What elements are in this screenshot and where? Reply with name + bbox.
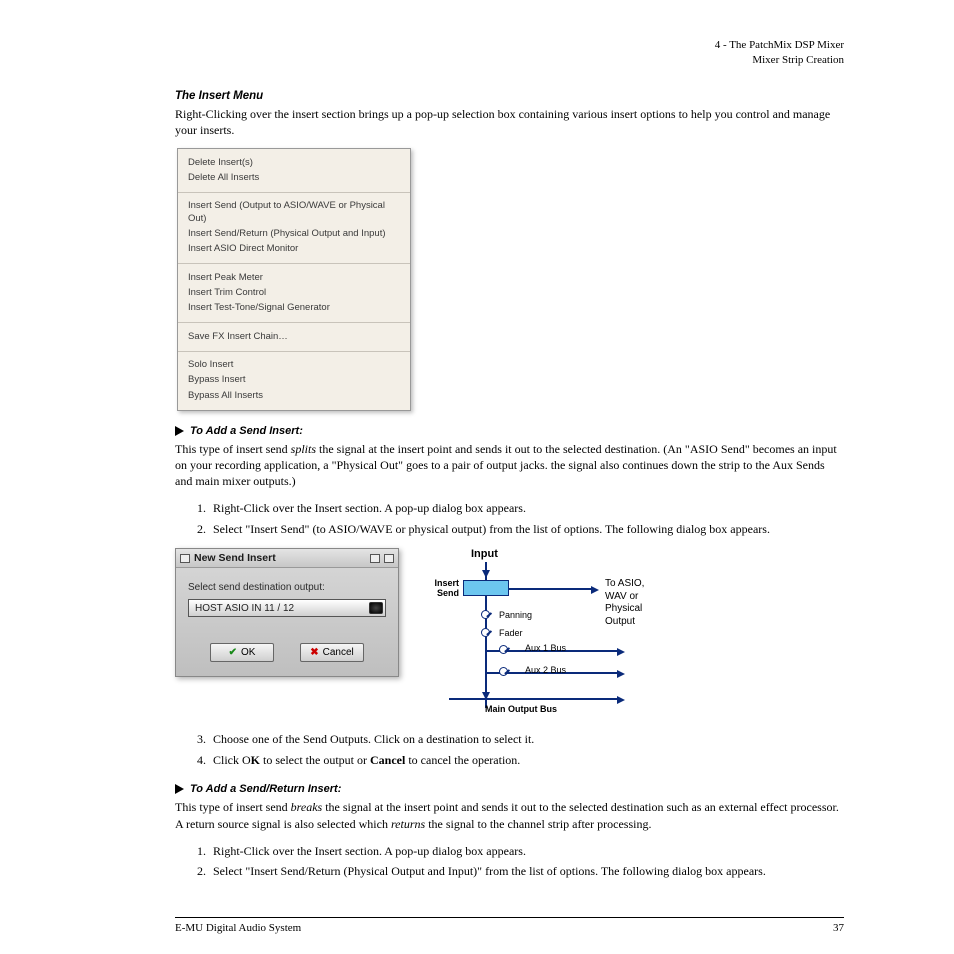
- subhead-add-send: To Add a Send Insert:: [175, 425, 844, 437]
- header-line-1: 4 - The PatchMix DSP Mixer: [175, 38, 844, 53]
- help-icon[interactable]: [370, 554, 380, 563]
- label-aux2: Aux 2 Bus: [525, 665, 566, 675]
- intro-text: Right-Clicking over the insert section b…: [175, 106, 844, 138]
- select-label: Select send destination output:: [188, 582, 386, 593]
- close-icon[interactable]: [384, 554, 394, 563]
- button-row: ✔OK ✖Cancel: [188, 643, 386, 662]
- step-item: Click OK to select the output or Cancel …: [209, 751, 844, 770]
- context-menu-item[interactable]: Bypass Insert: [188, 373, 400, 388]
- step-item: Right-Click over the Insert section. A p…: [209, 499, 844, 518]
- sub1-paragraph: This type of insert send splits the sign…: [175, 441, 844, 490]
- x-icon: ✖: [310, 647, 318, 658]
- page-header: 4 - The PatchMix DSP Mixer Mixer Strip C…: [175, 38, 844, 68]
- step-item: Right-Click over the Insert section. A p…: [209, 842, 844, 861]
- label-panning: Panning: [499, 610, 532, 620]
- select-value: HOST ASIO IN 11 / 12: [195, 603, 294, 614]
- context-menu-item[interactable]: Insert ASIO Direct Monitor: [188, 242, 400, 257]
- section-title: The Insert Menu: [175, 90, 844, 102]
- destination-select[interactable]: HOST ASIO IN 11 / 12: [188, 599, 386, 617]
- dialog-and-diagram: New Send Insert Select send destination …: [175, 548, 844, 718]
- panning-knob: [481, 610, 490, 619]
- signal-flow-diagram: Input InsertSend To ASIO, WAV orPhysical…: [429, 548, 659, 718]
- context-menu-item[interactable]: Bypass All Inserts: [188, 388, 400, 403]
- cancel-button[interactable]: ✖Cancel: [300, 643, 364, 662]
- ok-button[interactable]: ✔OK: [210, 643, 274, 662]
- sub2-paragraph: This type of insert send breaks the sign…: [175, 799, 844, 831]
- step-item: Select "Insert Send/Return (Physical Out…: [209, 862, 844, 881]
- sub1-steps-a: Right-Click over the Insert section. A p…: [209, 499, 844, 538]
- insert-send-box: [463, 580, 509, 596]
- step-item: Select "Insert Send" (to ASIO/WAVE or ph…: [209, 520, 844, 539]
- context-menu-item[interactable]: Insert Send (Output to ASIO/WAVE or Phys…: [188, 199, 400, 227]
- context-menu-item[interactable]: Save FX Insert Chain…: [188, 329, 400, 344]
- context-menu-item[interactable]: Insert Peak Meter: [188, 270, 400, 285]
- label-fader: Fader: [499, 628, 523, 638]
- label-aux1: Aux 1 Bus: [525, 643, 566, 653]
- dialog-title: New Send Insert: [194, 552, 366, 564]
- subhead-text: To Add a Send Insert:: [190, 425, 303, 437]
- dialog-body: Select send destination output: HOST ASI…: [176, 568, 398, 676]
- subhead-add-send-return: To Add a Send/Return Insert:: [175, 783, 844, 795]
- triangle-icon: [175, 784, 184, 794]
- footer-left: E-MU Digital Audio System: [175, 922, 301, 934]
- dialog-titlebar: New Send Insert: [176, 549, 398, 568]
- sub2-steps: Right-Click over the Insert section. A p…: [209, 842, 844, 881]
- label-output: To ASIO, WAV orPhysical Output: [605, 578, 659, 628]
- aux2-knob: [499, 667, 508, 676]
- check-icon: ✔: [229, 647, 237, 658]
- context-menu-item[interactable]: Insert Trim Control: [188, 285, 400, 300]
- new-send-insert-dialog: New Send Insert Select send destination …: [175, 548, 399, 677]
- context-menu-item[interactable]: Insert Send/Return (Physical Output and …: [188, 226, 400, 241]
- insert-context-menu: Delete Insert(s)Delete All Inserts Insert…: [177, 148, 411, 410]
- window-icon: [180, 554, 190, 563]
- page: 4 - The PatchMix DSP Mixer Mixer Strip C…: [0, 0, 954, 954]
- header-line-2: Mixer Strip Creation: [175, 53, 844, 68]
- step-item: Choose one of the Send Outputs. Click on…: [209, 730, 844, 749]
- aux1-knob: [499, 645, 508, 654]
- context-menu-item[interactable]: Delete Insert(s): [188, 155, 400, 170]
- context-menu-item[interactable]: Delete All Inserts: [188, 170, 400, 185]
- label-input: Input: [471, 548, 498, 560]
- fader-knob: [481, 628, 490, 637]
- subhead-text: To Add a Send/Return Insert:: [190, 783, 341, 795]
- sub1-steps-b: Choose one of the Send Outputs. Click on…: [209, 730, 844, 769]
- label-insert-send: InsertSend: [419, 578, 459, 598]
- triangle-icon: [175, 426, 184, 436]
- dropdown-knob[interactable]: [369, 602, 383, 614]
- context-menu-item[interactable]: Insert Test-Tone/Signal Generator: [188, 301, 400, 316]
- context-menu-item[interactable]: Solo Insert: [188, 358, 400, 373]
- label-main-bus: Main Output Bus: [485, 704, 557, 714]
- page-number: 37: [833, 922, 844, 934]
- page-footer: E-MU Digital Audio System 37: [175, 917, 844, 934]
